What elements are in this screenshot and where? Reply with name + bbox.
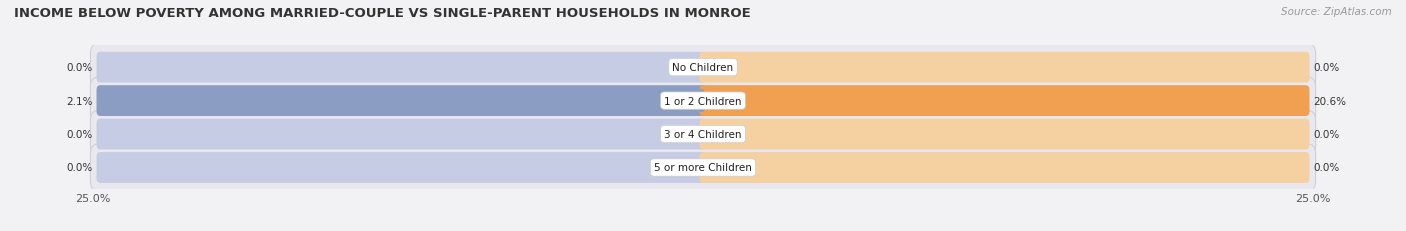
- Text: 0.0%: 0.0%: [66, 63, 93, 73]
- Text: No Children: No Children: [672, 63, 734, 73]
- Text: 1 or 2 Children: 1 or 2 Children: [664, 96, 742, 106]
- Text: 3 or 4 Children: 3 or 4 Children: [664, 130, 742, 140]
- Text: INCOME BELOW POVERTY AMONG MARRIED-COUPLE VS SINGLE-PARENT HOUSEHOLDS IN MONROE: INCOME BELOW POVERTY AMONG MARRIED-COUPL…: [14, 7, 751, 20]
- FancyBboxPatch shape: [97, 119, 707, 150]
- Text: 0.0%: 0.0%: [66, 163, 93, 173]
- FancyBboxPatch shape: [97, 86, 707, 116]
- Text: 0.0%: 0.0%: [1313, 63, 1340, 73]
- FancyBboxPatch shape: [90, 45, 1316, 91]
- FancyBboxPatch shape: [90, 111, 1316, 158]
- Text: 0.0%: 0.0%: [1313, 130, 1340, 140]
- Text: 2.1%: 2.1%: [66, 96, 93, 106]
- Text: 0.0%: 0.0%: [1313, 163, 1340, 173]
- Text: 5 or more Children: 5 or more Children: [654, 163, 752, 173]
- FancyBboxPatch shape: [699, 86, 1309, 116]
- FancyBboxPatch shape: [97, 52, 707, 83]
- FancyBboxPatch shape: [651, 90, 704, 112]
- FancyBboxPatch shape: [699, 152, 1309, 183]
- Text: 0.0%: 0.0%: [66, 130, 93, 140]
- Text: 20.6%: 20.6%: [1313, 96, 1346, 106]
- FancyBboxPatch shape: [699, 119, 1309, 150]
- FancyBboxPatch shape: [97, 152, 707, 183]
- Text: Source: ZipAtlas.com: Source: ZipAtlas.com: [1281, 7, 1392, 17]
- FancyBboxPatch shape: [90, 78, 1316, 125]
- FancyBboxPatch shape: [699, 52, 1309, 83]
- FancyBboxPatch shape: [90, 144, 1316, 191]
